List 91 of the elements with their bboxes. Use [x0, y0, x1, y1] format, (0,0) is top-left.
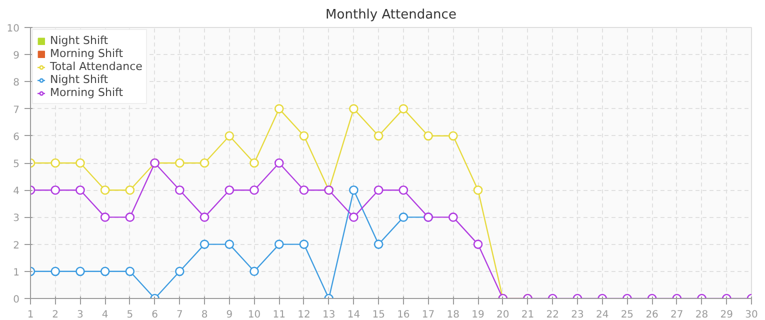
x-tick-label: 29 [720, 310, 734, 320]
x-tick-label: 15 [372, 310, 385, 320]
x-tick-label: 12 [298, 310, 310, 320]
y-tick-label: 2 [13, 240, 20, 252]
x-tick-label: 30 [745, 310, 758, 320]
x-tick-label: 22 [546, 310, 559, 320]
point [175, 158, 184, 168]
x-tick-label: 26 [646, 310, 658, 320]
legend-label: Total Attendance [50, 60, 142, 73]
point [224, 185, 234, 195]
x-tick-label: 25 [620, 310, 634, 320]
y-tick-label: 7 [13, 104, 20, 116]
x-tick-label: 7 [176, 310, 183, 320]
y-tick-label: 8 [13, 78, 20, 89]
point [175, 266, 184, 276]
point [125, 212, 135, 222]
point [200, 158, 210, 168]
y-tick-label: 0 [13, 294, 20, 306]
y-tick-label: 6 [13, 132, 20, 143]
point [374, 185, 384, 195]
x-tick-label: 6 [152, 310, 158, 320]
chart-title: Monthly Attendance [326, 8, 456, 22]
point [250, 158, 259, 168]
x-tick-label: 1 [27, 310, 34, 320]
y-tick-label: 10 [6, 24, 20, 34]
point [224, 131, 234, 141]
x-tick-label: 20 [496, 310, 510, 320]
x-tick-label: 14 [347, 310, 360, 320]
legend-label: Night Shift [50, 73, 108, 86]
x-tick-label: 5 [126, 310, 134, 320]
point [100, 212, 110, 222]
point [398, 212, 408, 222]
x-tick-label: 13 [322, 310, 336, 320]
x-tick-label: 17 [422, 310, 435, 320]
point [274, 104, 284, 114]
x-tick-label: 23 [571, 310, 584, 320]
x-tick-label: 28 [695, 310, 708, 320]
x-tick-label: 8 [201, 310, 208, 320]
legend-label: Night Shift [50, 34, 108, 47]
point [398, 104, 408, 114]
point [299, 185, 309, 195]
point [374, 240, 384, 249]
point [424, 131, 433, 141]
x-tick-label: 24 [596, 310, 609, 320]
x-tick-label: 3 [77, 310, 84, 320]
x-tick-label: 4 [102, 310, 108, 320]
point [50, 185, 60, 195]
x-tick-label: 16 [397, 310, 410, 320]
point [50, 158, 60, 168]
point [448, 131, 458, 141]
point [299, 240, 309, 249]
point [224, 240, 234, 249]
point [374, 131, 384, 141]
point [76, 158, 85, 168]
point [76, 185, 85, 195]
point [473, 185, 483, 195]
point [448, 212, 458, 222]
point [200, 212, 210, 222]
point [200, 240, 210, 249]
x-tick-label: 11 [272, 310, 286, 320]
x-tick-label: 10 [248, 310, 261, 320]
y-tick-label: 5 [13, 159, 20, 170]
point [274, 240, 284, 249]
point [125, 185, 135, 195]
point [100, 185, 110, 195]
x-tick-label: 2 [52, 310, 59, 320]
point [250, 266, 259, 276]
y-tick-label: 9 [13, 50, 20, 62]
point [250, 185, 259, 195]
point [349, 185, 358, 195]
y-tick-label: 4 [13, 186, 20, 198]
point [349, 212, 358, 222]
x-tick-label: 21 [521, 310, 534, 320]
legend-label: Morning Shift [50, 86, 124, 99]
point [50, 266, 60, 276]
point [473, 240, 483, 249]
x-tick-label: 27 [670, 310, 684, 320]
x-tick-label: 19 [472, 310, 484, 320]
x-tick-label: 18 [446, 310, 460, 320]
x-tick-label: 9 [226, 310, 233, 320]
legend-label: Morning Shift [50, 47, 124, 60]
point [398, 185, 408, 195]
point [299, 131, 309, 141]
y-tick-label: 3 [13, 213, 20, 224]
point [125, 266, 135, 276]
point [76, 266, 85, 276]
point [100, 266, 110, 276]
point [175, 185, 184, 195]
point [274, 158, 284, 168]
y-tick-label: 1 [13, 267, 20, 278]
point [349, 104, 358, 114]
